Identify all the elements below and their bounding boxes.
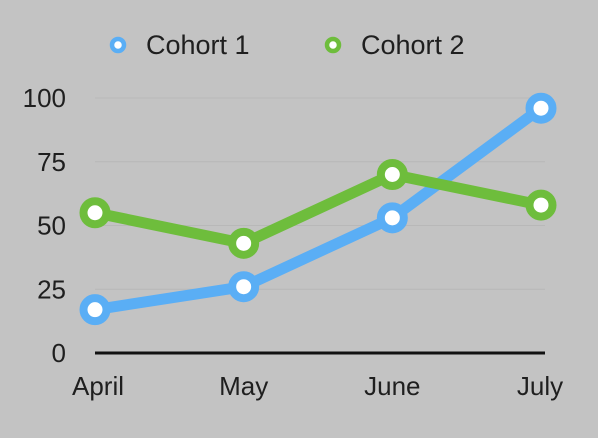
y-tick-label: 50	[37, 211, 66, 241]
series-2	[79, 159, 557, 259]
y-tick-label: 100	[23, 83, 66, 113]
legend-marker	[109, 36, 127, 54]
series-line	[89, 102, 547, 316]
data-point	[228, 271, 260, 303]
x-tick-label: May	[219, 371, 268, 401]
y-axis: 0 25 50 75 100	[23, 83, 66, 368]
data-point	[79, 294, 111, 326]
data-point	[228, 227, 260, 259]
x-tick-label: June	[364, 371, 420, 401]
legend-item: Cohort 1	[109, 30, 250, 60]
legend-item: Cohort 2	[324, 30, 465, 60]
data-point	[79, 197, 111, 229]
legend-label: Cohort 1	[146, 30, 250, 60]
data-point	[376, 159, 408, 190]
data-point	[525, 189, 557, 221]
legend: Cohort 1 Cohort 2	[109, 30, 465, 60]
x-tick-label: April	[72, 371, 124, 401]
series-1	[79, 92, 557, 326]
series-line	[89, 169, 547, 249]
y-tick-label: 25	[37, 274, 66, 304]
x-tick-label: July	[517, 371, 563, 401]
y-tick-label: 0	[52, 338, 66, 368]
y-tick-label: 75	[37, 147, 66, 177]
x-axis: April May June July	[72, 371, 563, 401]
data-point	[376, 202, 408, 234]
legend-marker	[324, 36, 342, 54]
series	[79, 92, 557, 326]
data-point	[525, 92, 557, 124]
legend-label: Cohort 2	[361, 30, 465, 60]
